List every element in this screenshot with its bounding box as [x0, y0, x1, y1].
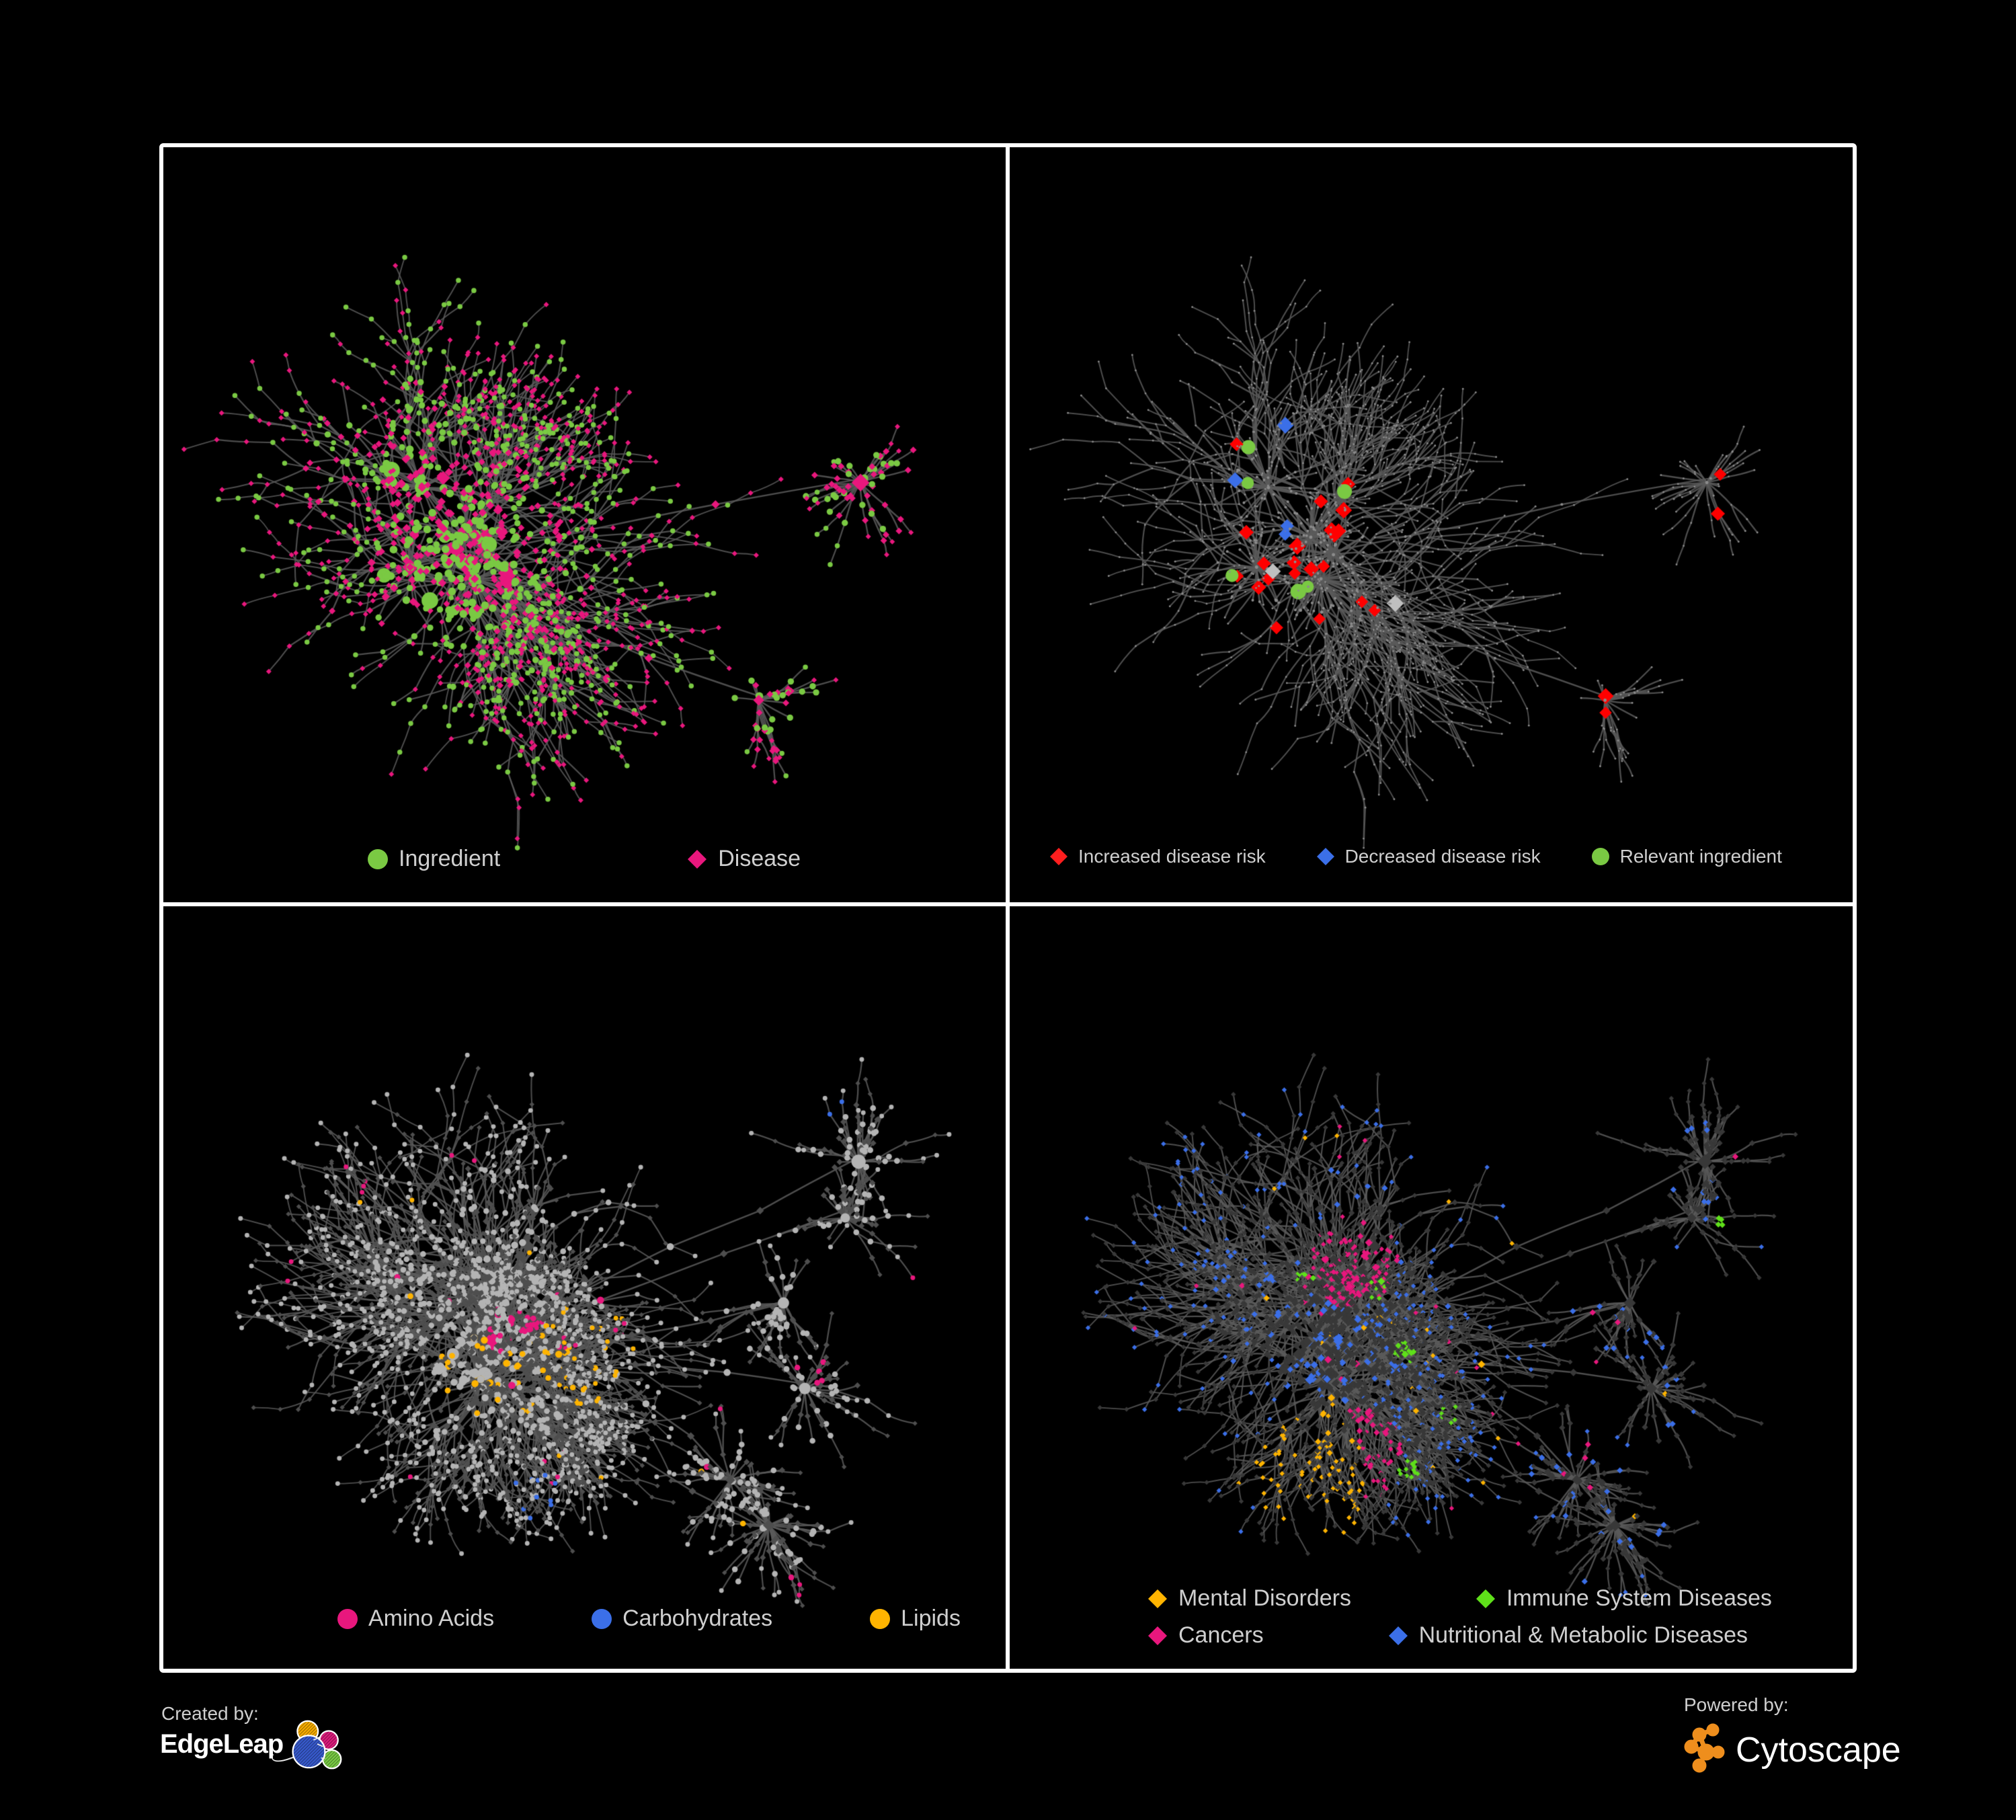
svg-text:Cytoscape: Cytoscape — [1736, 1731, 1901, 1770]
